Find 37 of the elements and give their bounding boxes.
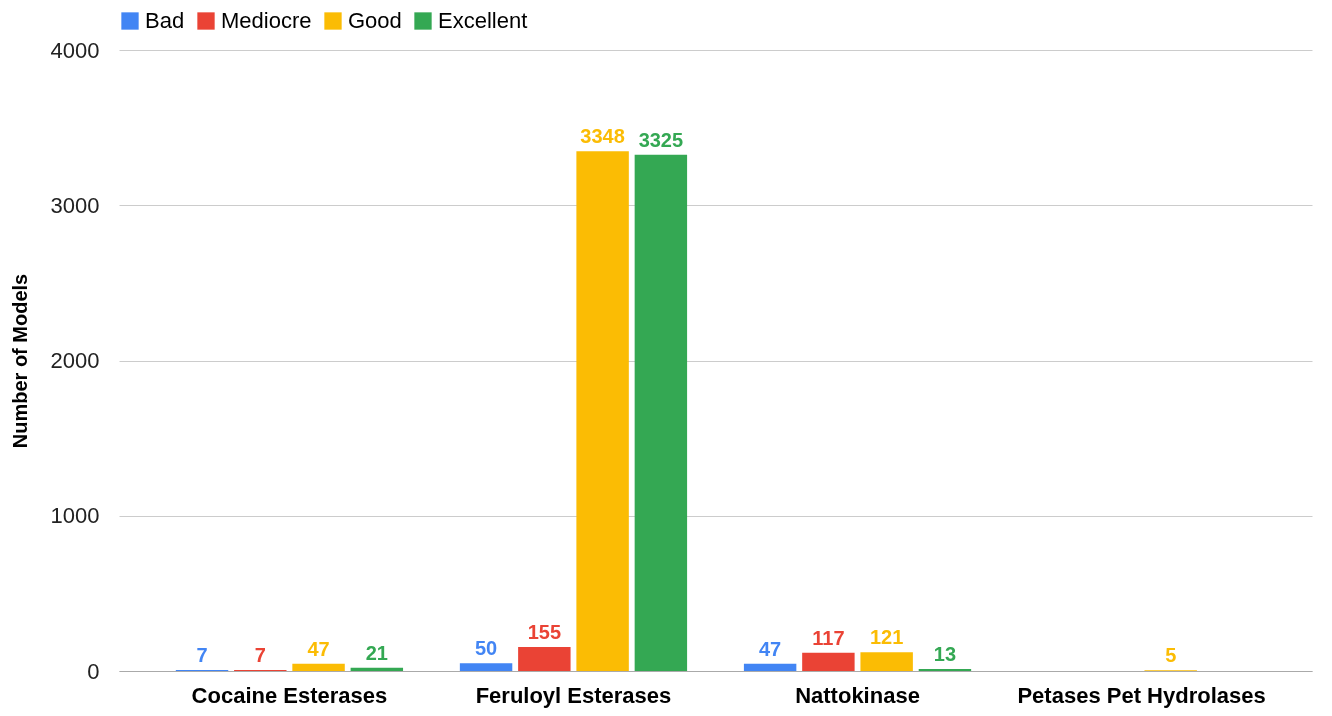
data-label: 5 bbox=[1165, 644, 1177, 667]
bar bbox=[634, 154, 688, 671]
bar bbox=[918, 668, 972, 671]
bar bbox=[350, 667, 404, 671]
data-label: 50 bbox=[474, 637, 498, 660]
data-label: 21 bbox=[365, 641, 388, 664]
data-label: 121 bbox=[869, 626, 904, 649]
bar bbox=[860, 652, 913, 671]
y-tick-label: 4000 bbox=[50, 37, 100, 63]
y-tick-label: 1000 bbox=[50, 503, 100, 529]
legend-label: Excellent bbox=[438, 8, 528, 33]
y-tick-label: 2000 bbox=[50, 348, 100, 373]
data-label: 7 bbox=[196, 643, 208, 666]
y-tick-label: 3000 bbox=[50, 192, 100, 218]
data-label: 7 bbox=[254, 643, 266, 666]
data-label: 117 bbox=[812, 626, 845, 649]
data-label: 13 bbox=[933, 642, 957, 665]
data-label: 3325 bbox=[638, 128, 684, 151]
bar bbox=[292, 663, 345, 671]
bar bbox=[459, 663, 513, 671]
x-tick-label: Petases Pet Hydrolases bbox=[1017, 682, 1266, 708]
data-label: 155 bbox=[527, 620, 562, 643]
bar bbox=[576, 151, 629, 671]
y-tick-label: 0 bbox=[87, 658, 100, 684]
bar bbox=[802, 652, 855, 671]
x-tick-label: Nattokinase bbox=[795, 682, 920, 708]
legend-label: Bad bbox=[145, 8, 185, 33]
x-tick-label: Cocaine Esterases bbox=[191, 682, 388, 708]
data-label: 3348 bbox=[580, 125, 625, 148]
bar bbox=[518, 646, 571, 671]
y-axis-title: Number of Models bbox=[8, 273, 31, 449]
data-label: 47 bbox=[307, 637, 330, 660]
x-tick-label: Feruloyl Esterases bbox=[475, 682, 672, 708]
legend-label: Mediocre bbox=[221, 8, 312, 33]
legend-label: Good bbox=[348, 8, 402, 33]
data-label: 47 bbox=[759, 637, 782, 660]
bar bbox=[743, 663, 797, 671]
